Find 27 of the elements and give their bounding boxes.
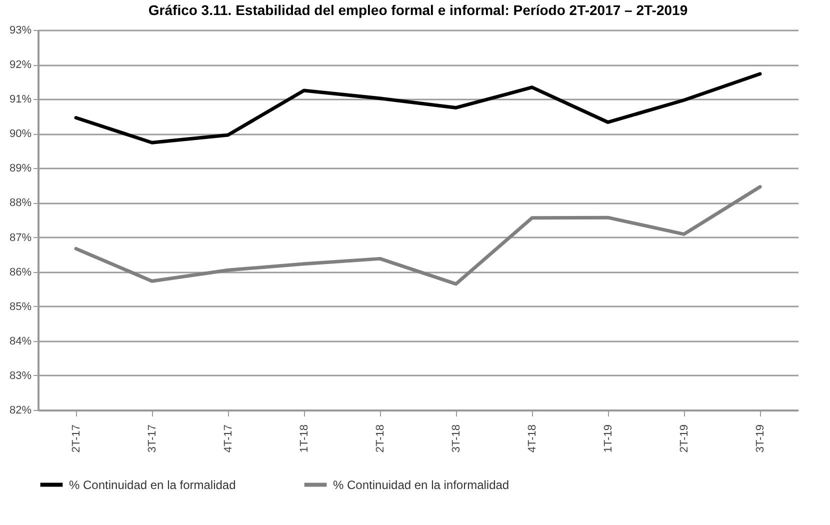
x-tick-label: 4T-17 [222,424,234,453]
y-tick-label: 83% [9,370,32,382]
x-tick-label: 2T-19 [678,424,690,453]
y-tick-label: 91% [9,94,32,106]
y-tick-label: 88% [9,197,32,210]
y-tick-label: 85% [9,300,32,313]
legend-label: % Continuidad en la informalidad [333,478,510,492]
line-series [74,185,762,286]
y-tick-label: 86% [9,266,32,278]
line-series [74,72,762,144]
x-tick-label: 1T-19 [602,424,614,453]
y-tick-label: 84% [9,335,32,348]
y-tick-label: 89% [9,162,32,175]
legend-label: % Continuidad en la formalidad [69,478,236,492]
y-tick-label: 93% [9,24,32,36]
x-tick-label: 2T-17 [70,424,82,453]
y-tick-label: 92% [9,59,32,72]
x-tick-label: 3T-19 [754,424,766,453]
y-tick-label: 87% [9,232,32,244]
x-tick-label: 4T-18 [526,424,538,453]
y-tick-label: 82% [9,404,32,416]
x-tick-label: 2T-18 [374,424,386,453]
x-tick-label: 3T-18 [450,424,462,453]
chart-title: Gráfico 3.11. Estabilidad del empleo formal e informal: Período 2T-2017 – 2T-2019 [148,2,688,18]
x-tick-label: 3T-17 [146,424,158,453]
y-tick-label: 90% [9,128,32,140]
x-tick-label: 1T-18 [298,424,310,453]
